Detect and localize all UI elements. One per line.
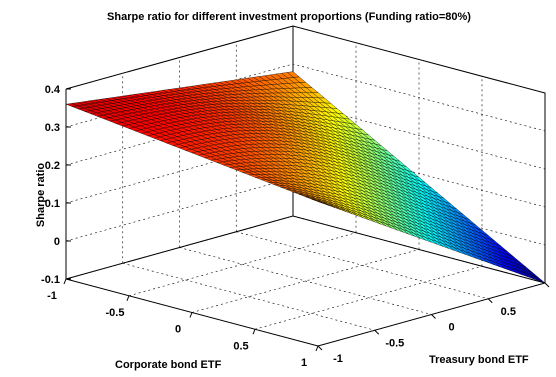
z-tick-label: -0.1 [41, 274, 60, 286]
axis-ticks: -0.100.10.20.30.4-1-0.500.51-1-0.500.51 [41, 84, 550, 369]
x-tick-label: 0 [175, 324, 181, 336]
y-tick-mark [374, 329, 380, 335]
x-tick-label: -0.5 [106, 307, 125, 319]
x-tick-mark [252, 329, 256, 335]
surface-patch [311, 199, 324, 204]
gridline-floor [122, 262, 375, 331]
gridline-floor [254, 265, 483, 330]
gridline-floor [191, 249, 420, 313]
y-tick-mark [487, 298, 493, 304]
y-axis-label: Treasury bond ETF [429, 354, 529, 366]
x-tick-label: 0.5 [233, 340, 248, 352]
y-tick-label: 0.5 [501, 306, 516, 318]
surface-mesh [65, 71, 546, 284]
z-tick-label: 0 [54, 236, 60, 248]
z-tick-label: 0.1 [45, 198, 60, 210]
y-tick-label: -1 [333, 353, 343, 365]
x-tick-label: -1 [47, 290, 57, 302]
x-tick-mark [126, 295, 130, 301]
gridline-floor [128, 232, 357, 297]
y-tick-label: -0.5 [385, 337, 404, 349]
z-tick-label: 0.2 [45, 160, 60, 172]
gridline-floor [236, 231, 489, 300]
y-tick-mark [544, 282, 550, 288]
gridline-floor [179, 247, 432, 315]
y-tick-label: 0 [448, 322, 454, 334]
y-tick-mark [431, 314, 436, 319]
x-axis-label: Corporate bond ETF [115, 359, 222, 371]
z-axis-label: Sharpe ratio [35, 163, 47, 227]
x-tick-mark [189, 312, 193, 318]
x-tick-label: 1 [301, 357, 307, 369]
z-tick-label: 0.3 [45, 122, 60, 134]
x-tick-mark [63, 278, 67, 285]
y-tick-mark [317, 345, 323, 351]
z-tick-label: 0.4 [45, 84, 61, 96]
x-tick-mark [315, 345, 319, 352]
chart-title: Sharpe ratio for different investment pr… [107, 11, 471, 23]
